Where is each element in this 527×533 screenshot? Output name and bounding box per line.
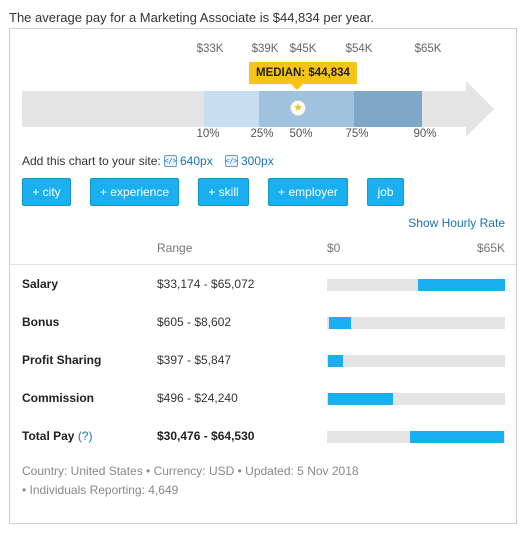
pay-bar-bonus [327,317,505,329]
range-label-p25: $39K [251,43,279,55]
row-range-profit-sharing: $397 - $5,847 [157,353,232,367]
row-range-bonus: $605 - $8,602 [157,315,232,329]
range-label-p50: $45K [289,43,317,55]
row-range-commission: $496 - $24,240 [157,391,238,405]
embed-640-link[interactable]: </> 640px [164,154,213,168]
percentile-10: 10% [196,128,220,140]
row-label-commission: Commission [22,391,95,405]
add-experience-button[interactable]: + experience [90,178,179,206]
pay-bar-fill [417,279,505,291]
row-label-bonus: Bonus [22,315,60,329]
pay-bar-fill [328,317,351,329]
pay-bar-profit-sharing [327,355,505,367]
range-column-header: Range [157,241,193,255]
range-label-p75: $54K [345,43,373,55]
add-chart-label: Add this chart to your site: [22,154,161,168]
row-label-total-pay: Total Pay (?) [22,429,92,443]
help-link[interactable]: (?) [77,429,93,443]
median-badge: MEDIAN: $44,834 [249,62,357,90]
row-range-total-pay: $30,476 - $64,530 [157,429,255,443]
total-pay-label: Total Pay [22,429,75,443]
salary-panel [9,28,517,524]
show-hourly-rate-link[interactable]: Show Hourly Rate [408,216,505,230]
range-label-p10: $33K [196,43,224,55]
salary-summary: The average pay for a Marketing Associat… [9,10,374,25]
range-label-p90: $65K [414,43,442,55]
pay-bar-total-pay [327,431,505,443]
pay-bar-fill [328,393,394,405]
embed-640-label: 640px [180,154,213,168]
job-button[interactable]: job [367,178,404,206]
embed-300-label: 300px [241,154,274,168]
star-icon: ★ [293,101,303,114]
pay-bar-fill [410,431,504,443]
range-segment-25-75 [259,91,354,127]
row-label-profit-sharing: Profit Sharing [22,353,102,367]
embed-code-icon: </> [164,155,177,167]
range-segment-10-25 [204,91,259,127]
pay-bar-fill [328,355,343,367]
row-range-salary: $33,174 - $65,072 [157,277,255,291]
row-label-salary: Salary [22,277,59,291]
footer-meta: Country: United States • Currency: USD •… [22,464,359,478]
add-city-button[interactable]: + city [22,178,71,206]
add-employer-button[interactable]: + employer [268,178,348,206]
percentile-50: 50% [289,128,313,140]
table-divider [10,264,516,265]
median-marker: ★ [290,100,306,116]
percentile-25: 25% [250,128,274,140]
pay-bar-salary [327,279,505,291]
range-segment-75-90 [354,91,422,127]
percentile-90: 90% [413,128,437,140]
percentile-75: 75% [345,128,369,140]
add-skill-button[interactable]: + skill [198,178,249,206]
footer-reporting: • Individuals Reporting: 4,649 [22,483,179,497]
range-arrow-icon [466,81,494,137]
embed-300-link[interactable]: </> 300px [225,154,274,168]
scale-max-header: $65K [476,241,505,255]
scale-min-header: $0 [327,241,341,255]
pay-bar-commission [327,393,505,405]
embed-code-icon: </> [225,155,238,167]
